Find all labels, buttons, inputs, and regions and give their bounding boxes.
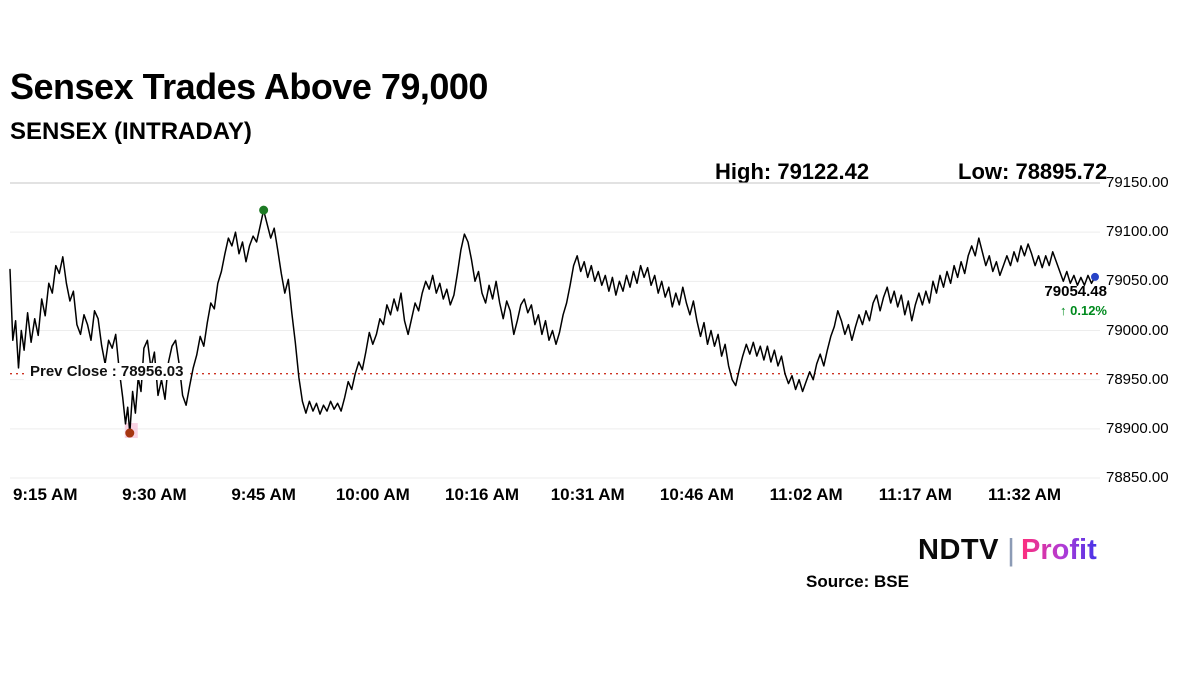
source-label: Source: BSE xyxy=(806,572,909,591)
logo-separator: | xyxy=(1006,532,1016,567)
ndtv-profit-logo: NDTV | Profit xyxy=(918,532,1097,568)
high-marker xyxy=(259,205,269,215)
x-axis-tick-label: 9:30 AM xyxy=(122,485,187,504)
high-label: High: xyxy=(715,159,772,184)
last-price-change: ↑ 0.12% xyxy=(1060,302,1107,318)
x-axis-tick-label: 10:31 AM xyxy=(550,485,625,504)
low-marker xyxy=(125,428,135,438)
ndtv-logo-text: NDTV xyxy=(918,533,999,566)
x-axis-tick-label: 10:16 AM xyxy=(445,485,520,504)
x-axis-tick-label: 10:00 AM xyxy=(335,485,410,504)
low-label: Low: xyxy=(958,159,1010,184)
last-price-marker xyxy=(1091,272,1099,281)
x-axis-tick-label: 11:02 AM xyxy=(769,485,843,504)
y-axis-tick-label: 79150.00 xyxy=(1106,174,1169,191)
x-axis-tick-label: 9:45 AM xyxy=(231,485,296,504)
x-axis-tick-label: 10:46 AM xyxy=(659,485,734,504)
y-axis: 79150.00 79100.00 79050.00 79000.00 78950.00… xyxy=(1106,0,1200,675)
high-readout: High: 79122.42 xyxy=(715,159,869,185)
last-price-annotation: 79054.48 ↑ 0.12% xyxy=(1035,283,1107,318)
y-axis-tick-label: 79000.00 xyxy=(1106,321,1169,339)
prev-close-label: Prev Close : 78956.03 xyxy=(24,362,190,380)
last-price-label: 79054.48 xyxy=(1044,282,1107,300)
x-axis-tick-label: 11:17 AM xyxy=(878,485,952,504)
y-axis-tick-label: 79050.00 xyxy=(1106,272,1169,290)
x-axis-tick-label: 11:32 AM xyxy=(987,485,1062,504)
y-axis-tick-label: 78900.00 xyxy=(1106,419,1169,437)
y-axis-tick-label: 78850.00 xyxy=(1106,469,1169,486)
y-axis-tick-label: 79100.00 xyxy=(1106,223,1169,241)
y-axis-tick-label: 78950.00 xyxy=(1106,370,1169,388)
chart-subtitle: SENSEX (INTRADAY) xyxy=(10,118,252,145)
low-readout: Low: 78895.72 xyxy=(958,159,1107,185)
profit-logo-text: Profit xyxy=(1021,533,1097,566)
high-value: 79122.42 xyxy=(777,159,870,184)
x-axis-tick-label: 9:15 AM xyxy=(12,485,78,504)
x-axis: 9:15 AM 9:30 AM 9:45 AM 10:00 AM 10:16 AM 10:… xyxy=(0,485,1200,511)
page-title: Sensex Trades Above 79,000 xyxy=(10,66,488,107)
price-line xyxy=(9,209,1096,434)
low-value: 78895.72 xyxy=(1015,159,1108,184)
